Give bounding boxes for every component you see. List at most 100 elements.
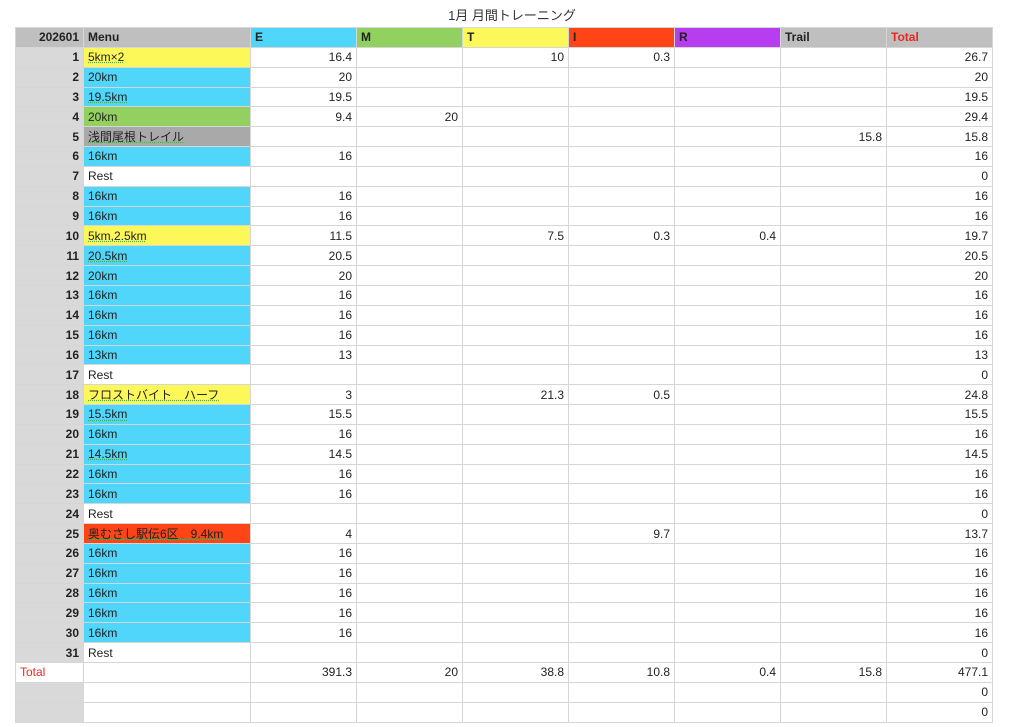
trail-cell[interactable]: 15.8 [780,126,887,148]
r-cell[interactable] [674,622,781,644]
e-cell[interactable]: 4 [250,523,357,544]
total-cell[interactable]: 0 [886,642,993,663]
m-cell[interactable] [356,284,463,306]
total-cell[interactable]: 16 [886,304,993,326]
header-r[interactable]: R [674,27,781,48]
day-cell[interactable]: 13 [15,284,84,306]
m-cell[interactable] [356,146,463,167]
day-cell[interactable]: 27 [15,562,84,584]
r-cell[interactable] [674,46,781,68]
i-cell[interactable] [568,86,675,108]
trail-cell[interactable] [780,642,887,663]
i-cell[interactable] [568,602,675,624]
t-cell[interactable] [462,344,569,366]
t-cell[interactable] [462,284,569,306]
t-cell[interactable] [462,483,569,505]
t-cell[interactable] [462,126,569,148]
m-cell[interactable] [356,86,463,108]
e-cell[interactable]: 16 [250,284,357,306]
i-cell[interactable] [568,404,675,425]
e-cell[interactable]: 16 [250,562,357,584]
i-cell[interactable] [568,185,675,207]
menu-cell[interactable]: 16km [83,582,251,604]
t-cell[interactable] [462,622,569,644]
i-cell[interactable] [568,622,675,644]
m-cell[interactable] [356,66,463,88]
trail-cell[interactable] [780,106,887,128]
t-cell[interactable] [462,364,569,386]
menu-cell[interactable]: Rest [83,503,251,525]
e-cell[interactable]: 3 [250,384,357,406]
menu-cell[interactable] [83,681,251,703]
trail-cell[interactable] [780,483,887,505]
menu-cell[interactable]: 14.5km [83,443,251,465]
day-cell[interactable]: 8 [15,185,84,207]
header-i[interactable]: I [568,27,675,48]
total-cell[interactable]: 15.5 [886,404,993,425]
m-cell[interactable] [356,46,463,68]
menu-cell[interactable]: 16km [83,205,251,227]
t-cell[interactable]: 10 [462,46,569,68]
day-cell[interactable]: 29 [15,602,84,624]
day-cell[interactable]: 28 [15,582,84,604]
e-cell[interactable]: 16 [250,423,357,445]
menu-cell[interactable]: 16km [83,483,251,505]
day-cell[interactable]: 7 [15,165,84,187]
r-cell[interactable] [674,523,781,544]
t-cell[interactable] [462,165,569,187]
e-cell[interactable] [250,681,357,703]
trail-cell[interactable] [780,344,887,366]
i-cell[interactable] [568,106,675,128]
day-cell[interactable]: 22 [15,463,84,485]
i-cell[interactable] [568,582,675,604]
m-cell[interactable] [356,443,463,465]
r-cell[interactable] [674,106,781,128]
m-cell[interactable] [356,542,463,564]
day-cell[interactable]: 24 [15,503,84,525]
e-cell[interactable]: 16 [250,463,357,485]
trail-cell[interactable] [780,66,887,88]
t-cell[interactable] [462,86,569,108]
menu-cell[interactable]: 20.5km [83,245,251,267]
menu-cell[interactable]: フロストバイト ハーフ [83,384,251,406]
e-cell[interactable]: 16.4 [250,46,357,68]
total-cell[interactable]: 0 [886,681,993,703]
trail-cell[interactable] [780,245,887,267]
e-cell[interactable]: 14.5 [250,443,357,465]
i-cell[interactable] [568,304,675,326]
total-cell[interactable]: 20.5 [886,245,993,267]
day-cell[interactable]: 11 [15,245,84,267]
r-cell[interactable] [674,701,781,723]
t-cell[interactable] [462,185,569,207]
m-cell[interactable] [356,423,463,445]
day-cell[interactable]: 25 [15,523,84,544]
menu-cell[interactable]: 13km [83,344,251,366]
m-cell[interactable] [356,165,463,187]
total-i[interactable]: 10.8 [568,662,675,683]
day-cell[interactable]: 9 [15,205,84,227]
t-cell[interactable]: 7.5 [462,225,569,247]
r-cell[interactable] [674,304,781,326]
r-cell[interactable] [674,265,781,286]
e-cell[interactable]: 16 [250,622,357,644]
total-cell[interactable]: 16 [886,423,993,445]
r-cell[interactable] [674,642,781,663]
m-cell[interactable] [356,245,463,267]
r-cell[interactable] [674,245,781,267]
trail-cell[interactable] [780,324,887,346]
trail-cell[interactable] [780,86,887,108]
total-cell[interactable]: 16 [886,146,993,167]
i-cell[interactable] [568,503,675,525]
i-cell[interactable] [568,562,675,584]
e-cell[interactable]: 20 [250,66,357,88]
total-cell[interactable]: 24.8 [886,384,993,406]
total-cell[interactable]: 14.5 [886,443,993,465]
t-cell[interactable] [462,146,569,167]
header-total[interactable]: Total [886,27,993,48]
e-cell[interactable]: 16 [250,483,357,505]
e-cell[interactable]: 16 [250,324,357,346]
i-cell[interactable] [568,344,675,366]
m-cell[interactable] [356,384,463,406]
total-cell[interactable]: 20 [886,66,993,88]
m-cell[interactable]: 20 [356,106,463,128]
